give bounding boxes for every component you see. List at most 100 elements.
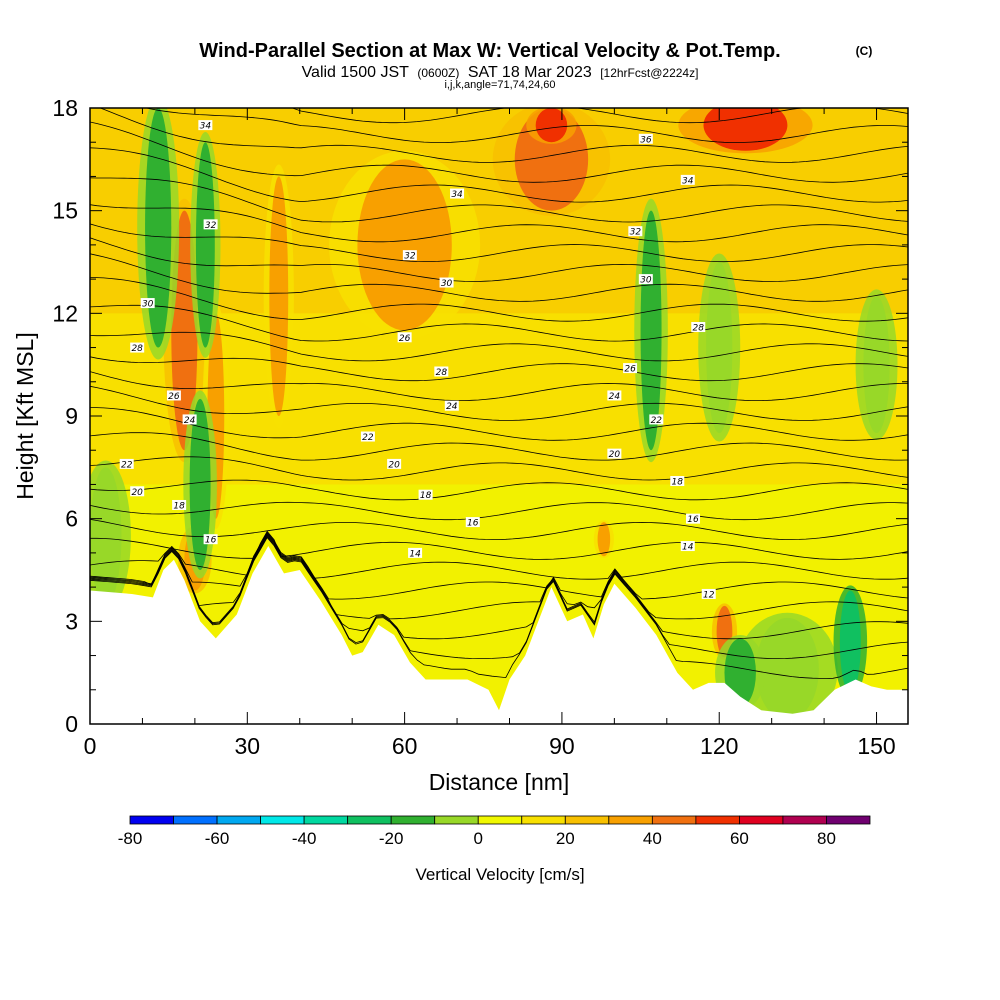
contour-label: 14 xyxy=(409,549,421,559)
y-tick-label: 15 xyxy=(52,198,78,224)
theta-contour xyxy=(90,356,908,382)
y-tick-label: 6 xyxy=(65,506,78,532)
x-tick-label: 0 xyxy=(84,733,97,759)
contour-label: 18 xyxy=(420,491,432,501)
colorbar-bin xyxy=(390,815,436,825)
y-tick-label: 18 xyxy=(52,95,78,121)
contour-label: 30 xyxy=(142,300,154,310)
contour-label-bg xyxy=(408,547,423,558)
contour-label: 18 xyxy=(173,501,185,511)
contour-label: 16 xyxy=(687,515,699,525)
colorbar-bin xyxy=(564,815,610,825)
potential-temperature-contours xyxy=(90,108,908,679)
colorbar-tick-label: -60 xyxy=(205,829,230,848)
theta-contour xyxy=(90,121,908,183)
contour-label: 20 xyxy=(131,488,143,498)
contour-label: 26 xyxy=(168,392,180,402)
colorbar-bin xyxy=(347,815,392,825)
contour-label-bg xyxy=(387,458,402,469)
contour-label-bg xyxy=(130,342,145,353)
contour-label-bg xyxy=(402,250,417,261)
velocity-core xyxy=(755,617,819,721)
x-tick-label: 150 xyxy=(857,733,895,759)
contour-label-bg xyxy=(203,534,218,545)
colorbar-bin xyxy=(303,815,349,825)
contour-label-bg xyxy=(119,458,134,469)
contour-label: 12 xyxy=(703,590,715,600)
contour-label: 28 xyxy=(693,324,705,334)
theta-contour xyxy=(99,108,908,163)
y-axis-label: Height [Kft MSL] xyxy=(12,332,38,499)
x-tick-label: 90 xyxy=(549,733,575,759)
colorbar-bin xyxy=(216,815,261,825)
contour-label-bg xyxy=(439,277,454,288)
contour-label: 36 xyxy=(640,135,652,145)
valid-time-line: Valid 1500 JST (0600Z) SAT 18 Mar 2023 [… xyxy=(302,64,699,81)
theta-contour xyxy=(90,147,908,203)
colorbar-bin xyxy=(695,815,740,825)
theta-contour xyxy=(90,536,908,679)
y-tick-label: 3 xyxy=(65,608,78,634)
colorbar-tick-label: 40 xyxy=(643,829,662,848)
contour-label: 30 xyxy=(441,279,453,289)
theta-contour xyxy=(90,204,908,243)
colorbar-bin xyxy=(434,815,479,825)
theta-contour xyxy=(90,432,908,461)
valid-date: SAT 18 Mar 2023 xyxy=(468,64,592,81)
contour-label-bg xyxy=(701,588,716,599)
contour-label: 24 xyxy=(184,416,196,426)
contour-label-bg xyxy=(182,414,197,425)
colorbar-tick-label: -80 xyxy=(118,829,143,848)
theta-contour xyxy=(90,531,908,580)
contour-label-bg xyxy=(691,322,706,333)
x-axis-label: Distance [nm] xyxy=(429,769,570,795)
colorbar-bin xyxy=(129,815,174,825)
terrain-mask xyxy=(90,546,908,724)
contour-label: 32 xyxy=(205,221,217,231)
contour-label: 22 xyxy=(651,416,663,426)
contour-label-bg xyxy=(465,517,480,528)
theta-contour xyxy=(90,407,908,441)
y-tick-label: 12 xyxy=(52,300,78,326)
velocity-core xyxy=(706,262,733,434)
contour-label: 34 xyxy=(451,190,463,200)
theta-contour xyxy=(90,223,908,263)
contour-label-bg xyxy=(649,414,664,425)
contour-label-bg xyxy=(130,486,145,497)
colorbar-tick-label: -20 xyxy=(379,829,404,848)
velocity-core xyxy=(357,159,452,331)
colorbar-tick-label: 20 xyxy=(556,829,575,848)
contour-label: 22 xyxy=(362,433,374,443)
colorbar-tick-label: 80 xyxy=(817,829,836,848)
contour-label: 20 xyxy=(388,460,400,470)
theta-contour xyxy=(90,479,908,501)
contour-label: 24 xyxy=(609,392,621,402)
colorbar-tick-label: 60 xyxy=(730,829,749,848)
valid-time-prefix: Valid 1500 JST xyxy=(302,64,410,81)
colorbar-bin xyxy=(173,815,218,825)
contour-label: 32 xyxy=(404,252,416,262)
theta-contour xyxy=(90,530,908,560)
theta-contour xyxy=(90,501,908,521)
forecast-info: [12hrFcst@2224z] xyxy=(600,66,698,80)
velocity-core xyxy=(269,176,289,416)
colorbar-tick-label: -40 xyxy=(292,829,317,848)
contour-label-bg xyxy=(360,431,375,442)
contour-label-bg xyxy=(623,363,638,374)
contour-label-bg xyxy=(418,489,433,500)
x-tick-label: 120 xyxy=(700,733,738,759)
contour-label-bg xyxy=(198,120,213,131)
contour-label-bg xyxy=(628,226,643,237)
contour-label: 16 xyxy=(467,519,479,529)
theta-contour xyxy=(90,277,908,322)
contour-label-bg xyxy=(140,298,155,309)
contour-label: 20 xyxy=(609,450,621,460)
contour-label-bg xyxy=(444,400,459,411)
contour-label-bg xyxy=(686,513,701,524)
theta-contour xyxy=(90,253,908,302)
velocity-core xyxy=(839,590,861,694)
contour-label: 16 xyxy=(205,536,217,546)
colorbar-tick-label: 0 xyxy=(474,829,483,848)
velocity-core xyxy=(535,108,568,143)
